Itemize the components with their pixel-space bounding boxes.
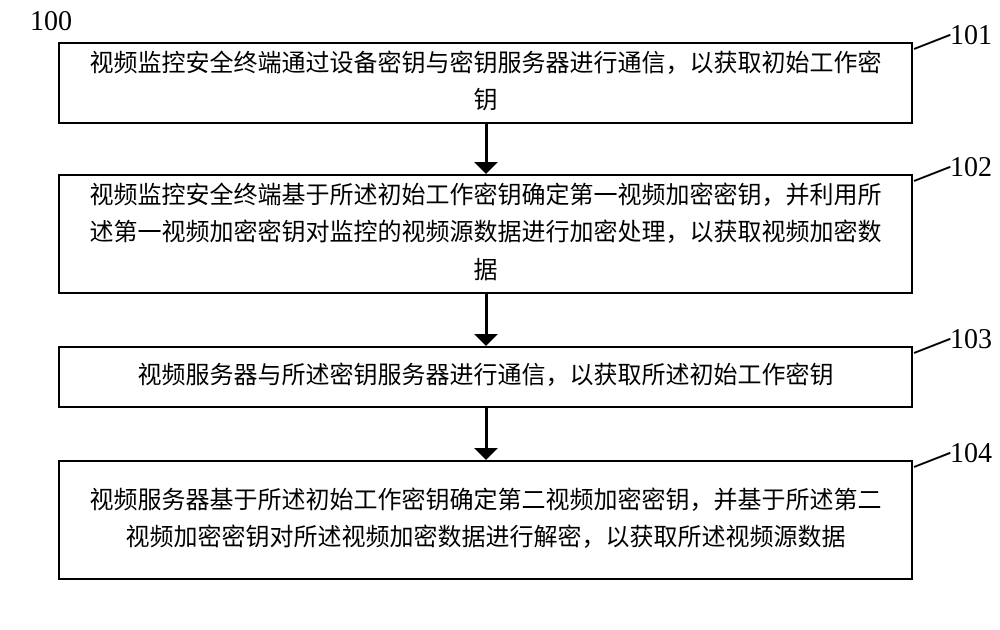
flow-step-box: 视频监控安全终端通过设备密钥与密钥服务器进行通信，以获取初始工作密钥 bbox=[58, 42, 913, 124]
callout-line bbox=[914, 34, 951, 50]
flow-arrow bbox=[474, 408, 498, 460]
callout-line bbox=[914, 338, 951, 354]
arrow-head-icon bbox=[474, 162, 498, 174]
flowchart-canvas: 100 视频监控安全终端通过设备密钥与密钥服务器进行通信，以获取初始工作密钥 10… bbox=[0, 0, 1000, 630]
flow-step-number: 103 bbox=[950, 324, 992, 356]
flow-step-box: 视频监控安全终端基于所述初始工作密钥确定第一视频加密密钥，并利用所述第一视频加密… bbox=[58, 174, 913, 294]
arrow-shaft bbox=[485, 408, 488, 448]
callout-line bbox=[914, 166, 951, 182]
arrow-head-icon bbox=[474, 334, 498, 346]
flow-step-number: 102 bbox=[950, 152, 992, 184]
flow-step-text: 视频监控安全终端基于所述初始工作密钥确定第一视频加密密钥，并利用所述第一视频加密… bbox=[78, 178, 893, 290]
arrow-shaft bbox=[485, 294, 488, 334]
flow-step-box: 视频服务器与所述密钥服务器进行通信，以获取所述初始工作密钥 bbox=[58, 346, 913, 408]
flow-step-number: 104 bbox=[950, 438, 992, 470]
callout-line bbox=[914, 452, 951, 468]
flow-arrow bbox=[474, 294, 498, 346]
flow-step-text: 视频监控安全终端通过设备密钥与密钥服务器进行通信，以获取初始工作密钥 bbox=[78, 46, 893, 120]
flow-step-text: 视频服务器与所述密钥服务器进行通信，以获取所述初始工作密钥 bbox=[138, 358, 834, 395]
flow-step-text: 视频服务器基于所述初始工作密钥确定第二视频加密密钥，并基于所述第二视频加密密钥对… bbox=[78, 483, 893, 557]
arrow-shaft bbox=[485, 124, 488, 162]
flow-step-box: 视频服务器基于所述初始工作密钥确定第二视频加密密钥，并基于所述第二视频加密密钥对… bbox=[58, 460, 913, 580]
flow-step-number: 101 bbox=[950, 20, 992, 52]
arrow-head-icon bbox=[474, 448, 498, 460]
flow-arrow bbox=[474, 124, 498, 174]
figure-number-label: 100 bbox=[30, 6, 72, 38]
